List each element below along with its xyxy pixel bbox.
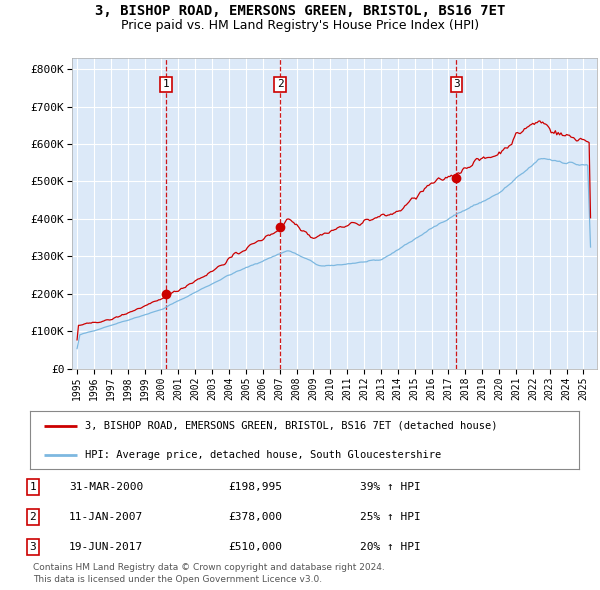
Text: 39% ↑ HPI: 39% ↑ HPI — [360, 482, 421, 491]
Text: Contains HM Land Registry data © Crown copyright and database right 2024.: Contains HM Land Registry data © Crown c… — [33, 563, 385, 572]
Text: 20% ↑ HPI: 20% ↑ HPI — [360, 542, 421, 552]
Text: 3, BISHOP ROAD, EMERSONS GREEN, BRISTOL, BS16 7ET: 3, BISHOP ROAD, EMERSONS GREEN, BRISTOL,… — [95, 4, 505, 18]
Text: 3: 3 — [29, 542, 37, 552]
Text: 25% ↑ HPI: 25% ↑ HPI — [360, 512, 421, 522]
Text: £198,995: £198,995 — [228, 482, 282, 491]
Text: 11-JAN-2007: 11-JAN-2007 — [69, 512, 143, 522]
Text: 1: 1 — [29, 482, 37, 491]
Text: Price paid vs. HM Land Registry's House Price Index (HPI): Price paid vs. HM Land Registry's House … — [121, 19, 479, 32]
Text: HPI: Average price, detached house, South Gloucestershire: HPI: Average price, detached house, Sout… — [85, 450, 441, 460]
Text: This data is licensed under the Open Government Licence v3.0.: This data is licensed under the Open Gov… — [33, 575, 322, 584]
Text: £378,000: £378,000 — [228, 512, 282, 522]
Text: 2: 2 — [277, 79, 284, 89]
Text: 2: 2 — [29, 512, 37, 522]
Text: 19-JUN-2017: 19-JUN-2017 — [69, 542, 143, 552]
Text: 3, BISHOP ROAD, EMERSONS GREEN, BRISTOL, BS16 7ET (detached house): 3, BISHOP ROAD, EMERSONS GREEN, BRISTOL,… — [85, 421, 497, 431]
Text: 31-MAR-2000: 31-MAR-2000 — [69, 482, 143, 491]
Text: £510,000: £510,000 — [228, 542, 282, 552]
Text: 3: 3 — [453, 79, 460, 89]
Text: 1: 1 — [163, 79, 169, 89]
